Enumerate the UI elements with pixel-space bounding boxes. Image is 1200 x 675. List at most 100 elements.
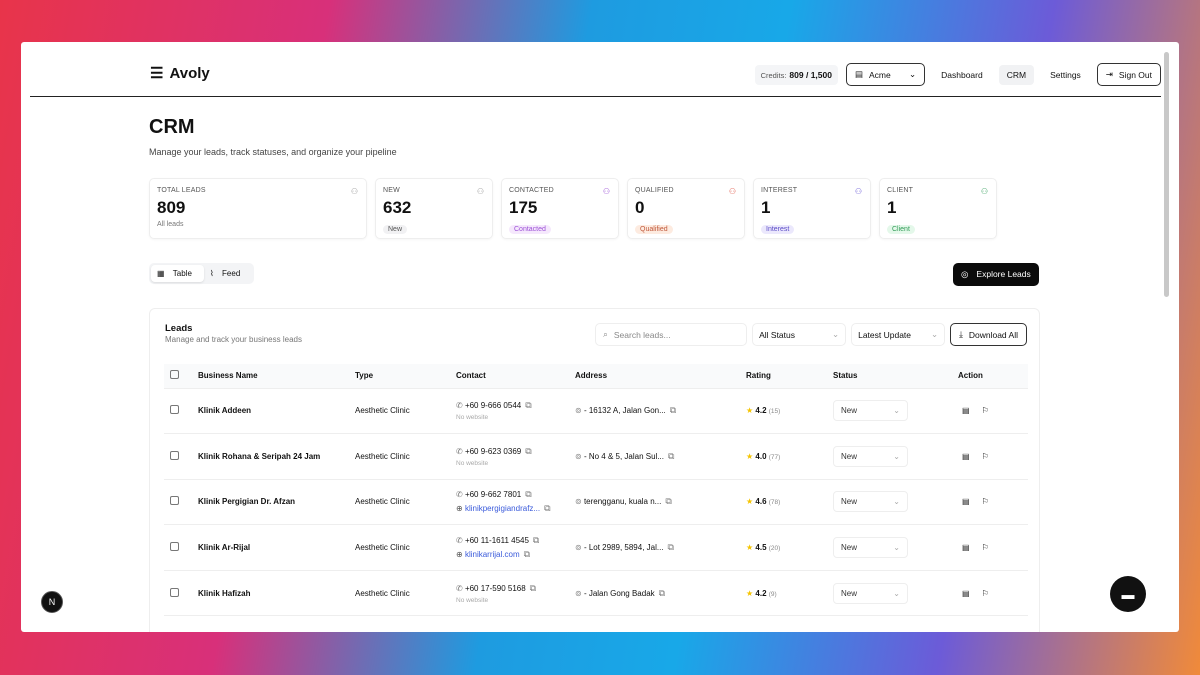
business-name[interactable]: Klinik Pergigian Dr. Afzan [198,479,355,526]
row-checkbox[interactable] [170,496,179,506]
stat-card: NEW ⚇ 632 New [375,178,493,239]
copy-icon[interactable]: ⧉ [529,582,537,593]
flag-icon[interactable]: ⚐ [981,497,989,507]
stat-card: INTEREST ⚇ 1 Interest [753,178,871,239]
col-address[interactable]: Address [575,364,746,389]
chat-button[interactable]: ▬ [1110,576,1146,612]
nav-crm[interactable]: CRM [998,64,1035,85]
stat-label: TOTAL LEADS [157,187,206,194]
business-name[interactable]: Klinik Ar-Rijal [198,524,355,571]
stat-cards: TOTAL LEADS ⚇ 809 All leads NEW ⚇ 632 New CO… [149,178,997,239]
location-icon: ⊚ [575,497,582,507]
row-checkbox[interactable] [170,587,179,597]
scrollbar[interactable] [1164,52,1169,297]
dev-badge[interactable]: N [41,591,63,613]
business-type: Aesthetic Clinic [355,433,456,480]
copy-icon[interactable]: ⧉ [667,542,674,553]
status-select[interactable]: New ⌄ [833,491,908,513]
table-row[interactable]: Klinik Rohana & Seripah 24 Jam Aesthetic… [164,433,1028,480]
star-icon: ★ [746,497,754,507]
phone: +60 9-666 0544 [464,401,522,411]
flag-icon[interactable]: ⚐ [981,588,989,598]
search-icon: ⌕ [603,329,608,339]
copy-icon[interactable]: ⧉ [658,587,666,598]
leads-panel: Leads Manage and track your business lea… [149,308,1040,632]
leads-subtitle: Manage and track your business leads [165,335,302,344]
copy-icon[interactable]: ⧉ [525,400,532,411]
stat-label: CONTACTED [509,187,554,194]
stat-label: CLIENT [887,187,914,194]
row-checkbox[interactable] [170,542,179,552]
status-badge: Contacted [509,225,551,234]
copy-icon[interactable]: ⧉ [525,445,532,456]
website: No website [456,459,489,467]
phone: +60 9-662 7801 [464,490,522,500]
compass-icon: ◎ [961,269,969,279]
nav-dashboard[interactable]: Dashboard [941,69,983,80]
notes-icon[interactable]: ▤ [962,588,970,598]
address: - No 4 & 5, Jalan Sul... [583,451,664,461]
star-icon: ★ [746,588,754,598]
website-link[interactable]: klinikpergigiandrafz... [464,504,541,514]
logo[interactable]: ☰ Avoly [150,64,210,83]
review-count: (78) [768,499,781,507]
status-select[interactable]: New ⌄ [833,537,908,559]
copy-icon[interactable]: ⧉ [525,489,532,500]
nav-settings[interactable]: Settings [1050,69,1081,80]
notes-icon[interactable]: ▤ [962,543,970,553]
rating: 4.2 [755,588,767,598]
copy-icon[interactable]: ⧉ [665,496,672,507]
copy-icon[interactable]: ⧉ [669,405,677,416]
download-all-button[interactable]: ⤓ Download All [950,323,1027,346]
row-checkbox[interactable] [170,450,179,460]
col-contact[interactable]: Contact [456,364,575,389]
copy-icon[interactable]: ⧉ [667,450,675,461]
phone: +60 9-623 0369 [464,446,522,456]
status-select[interactable]: New ⌄ [833,400,908,422]
tab-table[interactable]: ▦ Table [151,265,204,282]
phone-icon: ✆ [456,401,463,411]
copy-icon[interactable]: ⧉ [544,503,551,514]
org-selector[interactable]: ▤ Acme ⌄ [845,63,926,86]
sign-out-button[interactable]: ⇥ Sign Out [1096,63,1161,86]
flag-icon[interactable]: ⚐ [981,406,989,416]
status-select[interactable]: New ⌄ [833,445,908,467]
search-input[interactable]: ⌕ Search leads... [595,323,748,346]
col-type[interactable]: Type [355,364,456,389]
tab-feed[interactable]: ⌇ Feed [209,269,241,278]
users-icon: ⚇ [728,187,736,196]
business-name[interactable]: Klinik Addeen [198,388,355,435]
flag-icon[interactable]: ⚐ [981,543,989,553]
status-select[interactable]: New ⌄ [833,582,908,604]
notes-icon[interactable]: ▤ [962,497,970,507]
sign-out-icon: ⇥ [1105,69,1113,79]
explore-leads-button[interactable]: ◎ Explore Leads [953,263,1039,286]
phone: +60 11-1611 4545 [464,536,529,546]
view-toggle: ▦ Table ⌇ Feed [149,263,255,284]
notes-icon[interactable]: ▤ [962,406,970,416]
sort-select[interactable]: Latest Update ⌄ [851,323,946,346]
table-row[interactable]: Klinik Hafizah Aesthetic Clinic ✆ +60 17… [164,570,1028,617]
row-checkbox[interactable] [170,405,179,415]
status-filter[interactable]: All Status ⌄ [752,323,847,346]
business-name[interactable]: Klinik Rohana & Seripah 24 Jam [198,433,355,480]
flag-icon[interactable]: ⚐ [981,451,989,461]
col-rating[interactable]: Rating [746,364,833,389]
business-type: Aesthetic Clinic [355,479,456,526]
notes-icon[interactable]: ▤ [962,451,970,461]
select-all-checkbox[interactable] [170,370,179,380]
col-status[interactable]: Status [833,364,958,389]
table-row[interactable]: Klinik Pergigian Dr. Afzan Aesthetic Cli… [164,479,1028,526]
copy-icon[interactable]: ⧉ [532,535,540,546]
top-nav: ☰ Avoly Credits: 809 / 1,500 ▤ Acme ⌄ Dashbo… [30,42,1161,97]
business-name[interactable]: Klinik Hafizah [198,570,355,617]
table-row[interactable]: Klinik Addeen Aesthetic Clinic ✆ +60 9-6… [164,388,1028,435]
chevron-down-icon: ⌄ [893,451,900,461]
review-count: (77) [768,453,781,461]
col-business-name[interactable]: Business Name [198,364,355,389]
table-row[interactable]: Klinik Ar-Rijal Aesthetic Clinic ✆ +60 1… [164,524,1028,571]
chevron-down-icon: ⌄ [909,69,917,79]
address: terengganu, kuala n... [583,497,662,507]
copy-icon[interactable]: ⧉ [523,549,531,560]
website-link[interactable]: klinikarrijal.com [464,550,520,560]
